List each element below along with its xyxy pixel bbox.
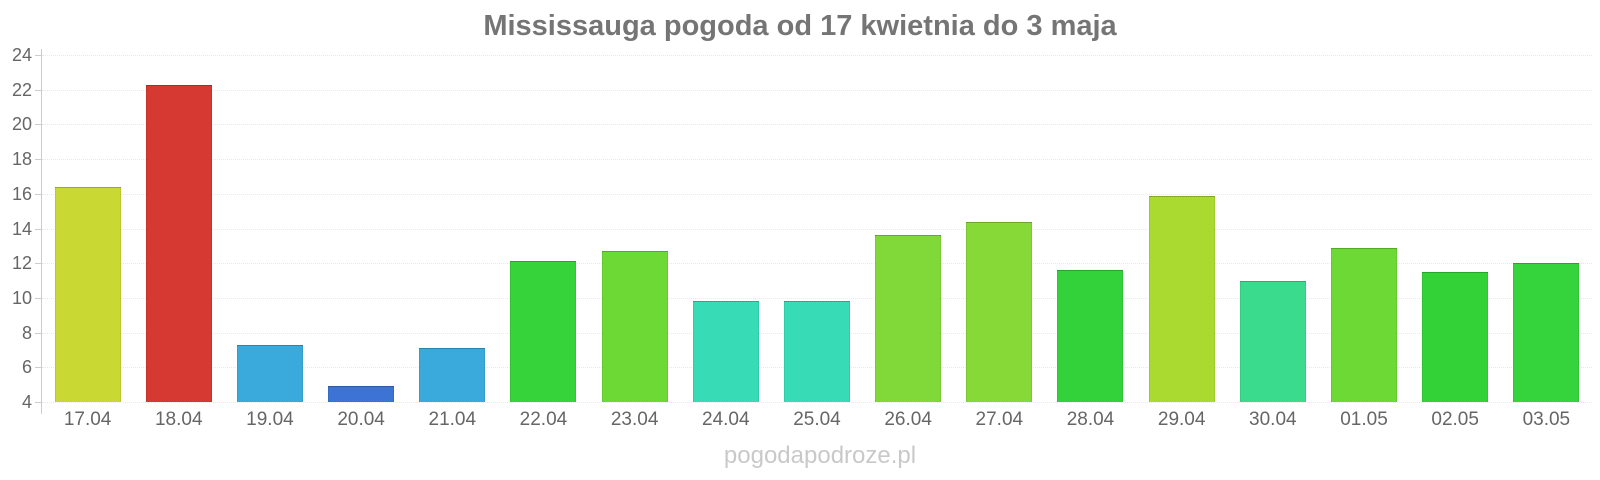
x-axis-label: 23.04 (610, 409, 659, 430)
bar-slot (133, 55, 224, 402)
plot-area: 4 6 8 10 12 14 16 18 20 22 24 (12, 45, 1592, 414)
x-axis-label: 24.04 (702, 409, 750, 430)
gridline (42, 402, 1592, 403)
bar (875, 235, 942, 402)
y-axis-tick (35, 193, 41, 195)
y-axis-label: 12 (11, 253, 32, 274)
y-axis-tick (35, 124, 41, 126)
gridline (42, 193, 1592, 195)
y-axis-tick (35, 55, 41, 56)
y-axis-label: 4 (21, 392, 32, 412)
y-axis-tick (35, 159, 41, 161)
x-axis-label: 25.04 (793, 409, 841, 430)
bar (1513, 263, 1580, 402)
bar (419, 348, 486, 402)
x-axis-label: 19.04 (246, 409, 294, 430)
x-axis-label: 29.04 (1157, 409, 1206, 430)
bar (601, 251, 668, 402)
bar-slot (771, 55, 862, 402)
gridline (42, 89, 1592, 91)
y-axis-tick (35, 332, 41, 334)
y-axis-tick (35, 297, 41, 299)
x-axis-label: 21.04 (428, 409, 477, 430)
x-axis-label: 26.04 (884, 409, 932, 430)
gridline (42, 159, 1592, 161)
x-axis-label: 02.05 (1431, 409, 1479, 430)
x-axis-label: 03.05 (1522, 409, 1571, 430)
bar-slot (1227, 55, 1318, 402)
bar-slot (1318, 55, 1409, 402)
bar-slot (954, 55, 1045, 402)
chart-title: Mississauga pogoda od 17 kwietnia do 3 m… (483, 10, 1117, 42)
y-axis-tick (35, 228, 41, 230)
bar-slot (498, 55, 589, 402)
y-axis-tick (35, 367, 41, 369)
watermark: pogodapodroze.pl (723, 442, 917, 469)
bar (1148, 195, 1215, 402)
bar-slot (1501, 55, 1592, 402)
bar (966, 221, 1033, 402)
bar-slot (224, 55, 315, 402)
bar (54, 186, 121, 402)
y-axis-label: 14 (11, 218, 32, 239)
gridline (42, 297, 1592, 299)
y-axis-label: 10 (11, 287, 32, 308)
bar (1239, 280, 1306, 402)
gridline (42, 55, 1592, 56)
gridline (42, 124, 1592, 126)
bar-slot (1045, 55, 1136, 402)
bar (510, 261, 577, 402)
y-axis-label: 6 (21, 357, 32, 378)
bar-slot (863, 55, 954, 402)
x-axis-label: 20.04 (337, 409, 385, 430)
y-axis-label: 20 (11, 114, 32, 135)
y-axis-label: 22 (11, 79, 32, 100)
x-axis-label: 30.04 (1249, 409, 1297, 430)
bar-slot (42, 55, 133, 402)
y-axis-label: 24 (11, 45, 32, 65)
gridline (42, 263, 1592, 265)
y-axis-label: 18 (11, 149, 32, 170)
y-axis-line (41, 49, 42, 414)
bar (328, 386, 395, 402)
bar (1057, 270, 1124, 402)
x-axis-labels: 17.04 18.04 19.04 20.04 21.04 22.04 23.04 24.04… (42, 409, 1592, 431)
bar (783, 301, 850, 402)
bar (1330, 247, 1397, 402)
bar (145, 84, 212, 402)
bar-slot (680, 55, 771, 402)
y-axis-label: 8 (21, 322, 32, 343)
y-axis-tick (35, 263, 41, 265)
bar-slot (589, 55, 680, 402)
x-axis-label: 22.04 (519, 409, 568, 430)
bar-slot (1410, 55, 1501, 402)
x-axis-label: 28.04 (1066, 409, 1115, 430)
bar (236, 344, 303, 402)
bar-slot (1136, 55, 1227, 402)
x-axis-label: 18.04 (154, 409, 203, 430)
x-axis-label: 01.05 (1340, 409, 1388, 430)
y-axis-tick (35, 89, 41, 91)
bars-layer (42, 55, 1592, 402)
bar (692, 301, 759, 402)
bar-slot (316, 55, 407, 402)
y-axis-label: 16 (11, 183, 32, 204)
y-axis-tick (35, 402, 41, 403)
bar-slot (407, 55, 498, 402)
x-axis-label: 17.04 (63, 409, 112, 430)
bar (1422, 271, 1489, 402)
gridline (42, 228, 1592, 230)
x-axis-label: 27.04 (975, 409, 1024, 430)
